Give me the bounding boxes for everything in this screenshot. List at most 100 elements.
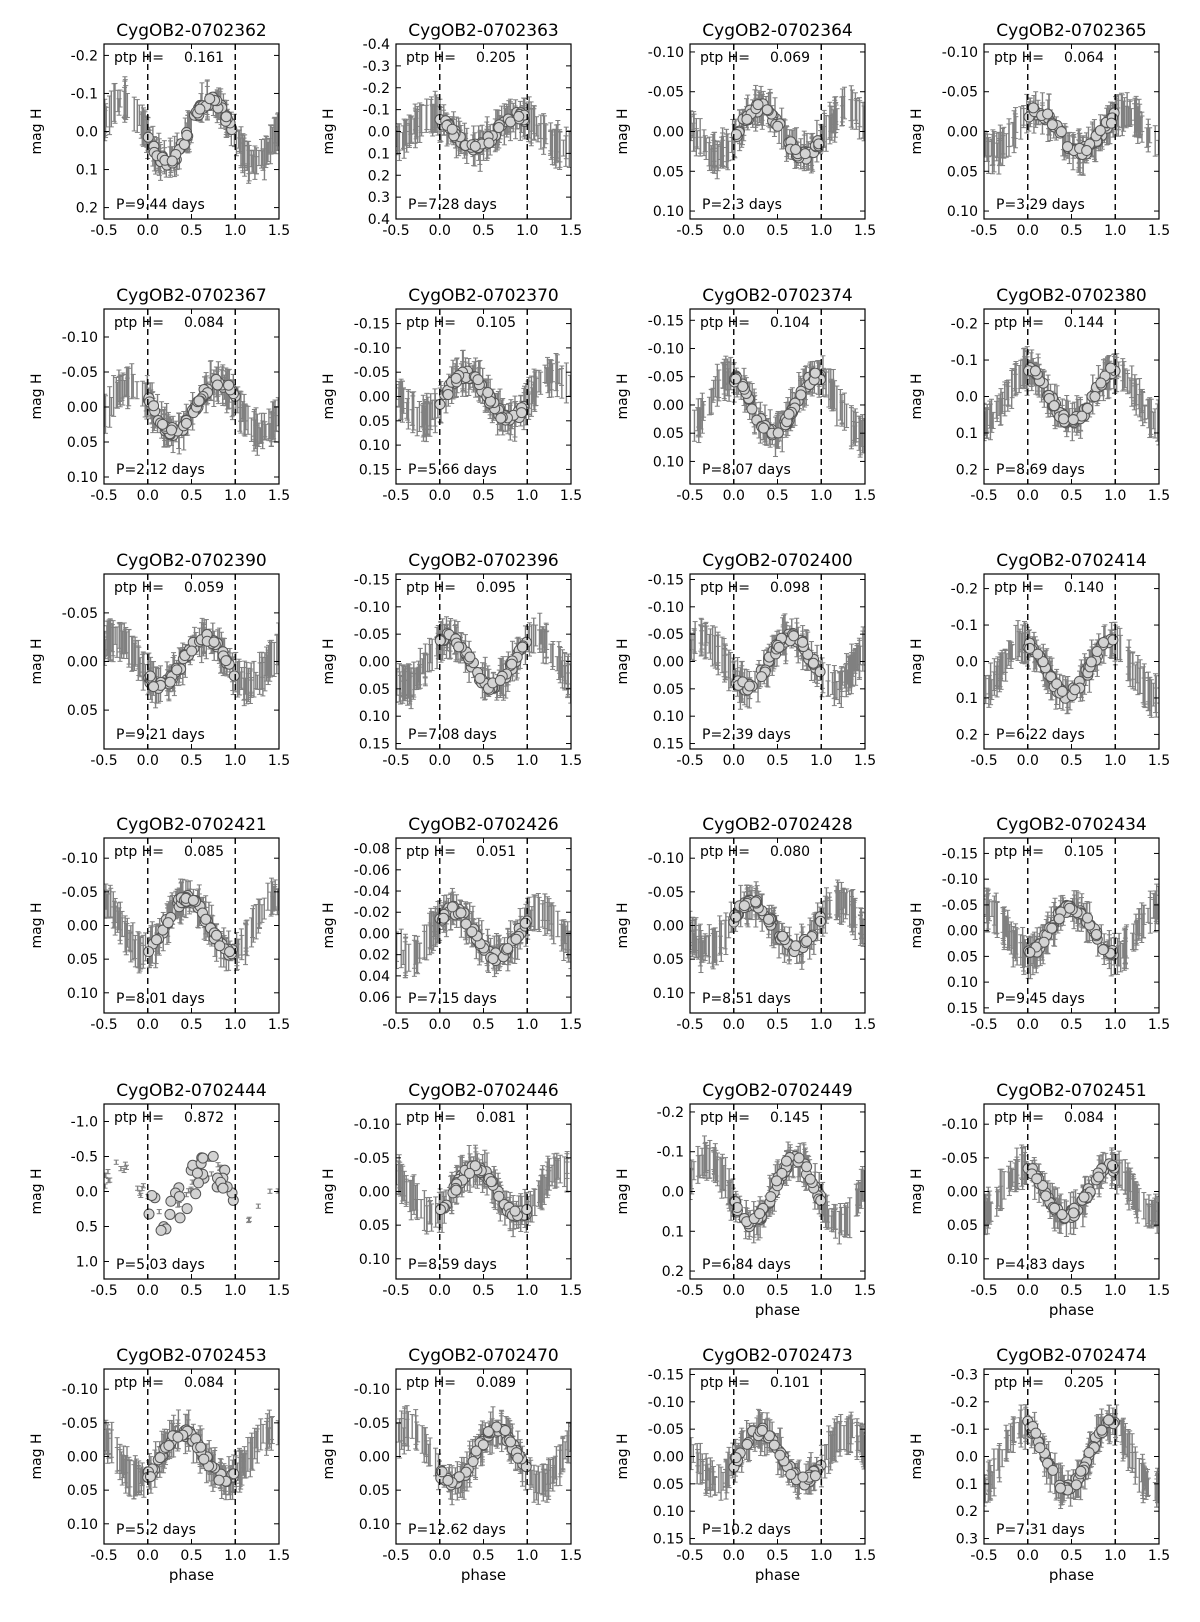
data-point	[747, 404, 757, 414]
x-tick-label: 1.0	[224, 488, 246, 504]
data-point	[762, 105, 772, 115]
y-axis-label: mag H	[29, 638, 45, 684]
data-point	[165, 677, 175, 687]
data-point	[172, 665, 182, 675]
data-point	[194, 396, 204, 406]
y-tick-label: 0.0	[368, 125, 390, 141]
plot-area	[102, 618, 281, 707]
data-point	[1056, 127, 1066, 137]
y-axis-label: mag H	[615, 373, 631, 419]
y-tick-label: -0.2	[951, 317, 978, 333]
y-tick-label: -0.05	[354, 365, 390, 381]
x-tick-label: 1.0	[224, 223, 246, 239]
y-axis-label: mag H	[29, 108, 45, 154]
period-label: P=2.12 days	[116, 462, 205, 478]
x-tick-label: 0.5	[1060, 223, 1082, 239]
data-point	[195, 104, 205, 114]
data-point	[221, 656, 231, 666]
data-point	[1049, 401, 1059, 411]
y-tick-label: 0.1	[76, 163, 98, 179]
data-point	[213, 380, 223, 390]
y-axis-label: mag H	[615, 108, 631, 154]
y-tick-label: 0.15	[359, 462, 390, 478]
x-tick-label: 0.5	[180, 488, 202, 504]
y-tick-label: -0.05	[648, 370, 684, 386]
ptp-label: ptp H=	[700, 315, 750, 331]
x-tick-label: -0.5	[90, 223, 117, 239]
plot-frame	[104, 309, 279, 484]
ptp-value: 0.205	[476, 50, 516, 66]
data-point	[149, 401, 159, 411]
y-tick-label: -0.05	[62, 606, 98, 622]
ptp-label: ptp H=	[994, 50, 1044, 66]
y-tick-label: 0.0	[76, 125, 98, 141]
x-tick-label: 0.0	[137, 488, 159, 504]
data-point	[742, 114, 752, 124]
y-axis-label: mag H	[29, 373, 45, 419]
plot-area	[394, 350, 573, 441]
y-tick-label: -0.2	[363, 81, 390, 97]
x-tick-label: 0.5	[472, 488, 494, 504]
ptp-value: 0.059	[184, 580, 224, 596]
data-point	[773, 428, 783, 438]
data-point	[731, 129, 741, 139]
y-tick-label: 0.3	[368, 190, 390, 206]
x-tick-label: -0.5	[90, 753, 117, 769]
x-tick-label: 1.0	[1104, 223, 1126, 239]
data-point	[753, 100, 763, 110]
data-point	[229, 671, 239, 681]
ptp-label: ptp H=	[114, 50, 164, 66]
x-tick-label: -0.5	[676, 223, 703, 239]
period-label: P=2.3 days	[702, 197, 782, 213]
plot-area	[688, 85, 867, 178]
y-axis-label: mag H	[909, 108, 925, 154]
data-point	[773, 121, 783, 131]
period-label: P=9.21 days	[116, 727, 205, 743]
x-tick-label: 1.5	[854, 488, 876, 504]
panel-title: CygOB2-0702380	[996, 286, 1146, 306]
data-point	[145, 671, 155, 681]
data-point	[1095, 125, 1105, 135]
data-point	[738, 381, 748, 391]
x-tick-label: 0.5	[472, 223, 494, 239]
x-tick-label: 1.0	[516, 223, 538, 239]
y-tick-label: 0.2	[76, 201, 98, 217]
data-point	[814, 139, 824, 149]
x-tick-label: 1.5	[854, 223, 876, 239]
ptp-label: ptp H=	[994, 315, 1044, 331]
panel-title: CygOB2-0702362	[116, 21, 266, 41]
x-tick-label: 1.0	[810, 488, 832, 504]
y-axis-label: mag H	[909, 373, 925, 419]
panel-title: CygOB2-0702363	[408, 21, 558, 41]
ptp-value: 0.105	[476, 315, 516, 331]
x-tick-label: 1.0	[224, 753, 246, 769]
data-point	[221, 112, 231, 122]
panel-title: CygOB2-0702364	[702, 21, 852, 41]
period-label: P=5.66 days	[408, 462, 497, 478]
y-tick-label: 0.10	[67, 470, 98, 486]
x-tick-label: 0.0	[429, 488, 451, 504]
plot-area	[394, 91, 572, 171]
x-tick-label: 0.0	[429, 223, 451, 239]
x-tick-label: -0.5	[970, 488, 997, 504]
data-point	[1043, 109, 1053, 119]
x-tick-label: 0.5	[1060, 488, 1082, 504]
y-tick-label: -0.05	[62, 365, 98, 381]
period-label: P=3.29 days	[996, 197, 1085, 213]
y-tick-label: 0.10	[359, 438, 390, 454]
x-tick-label: 1.5	[560, 223, 582, 239]
plot-frame	[984, 44, 1159, 219]
x-tick-label: 1.5	[268, 753, 290, 769]
data-point	[451, 373, 461, 383]
x-tick-label: 0.0	[723, 488, 745, 504]
y-tick-label: -0.05	[648, 85, 684, 101]
x-tick-label: -0.5	[382, 488, 409, 504]
panel-title: CygOB2-0702365	[996, 21, 1146, 41]
y-tick-label: -0.1	[71, 86, 98, 102]
ptp-value: 0.084	[184, 315, 224, 331]
x-tick-label: 1.0	[516, 488, 538, 504]
